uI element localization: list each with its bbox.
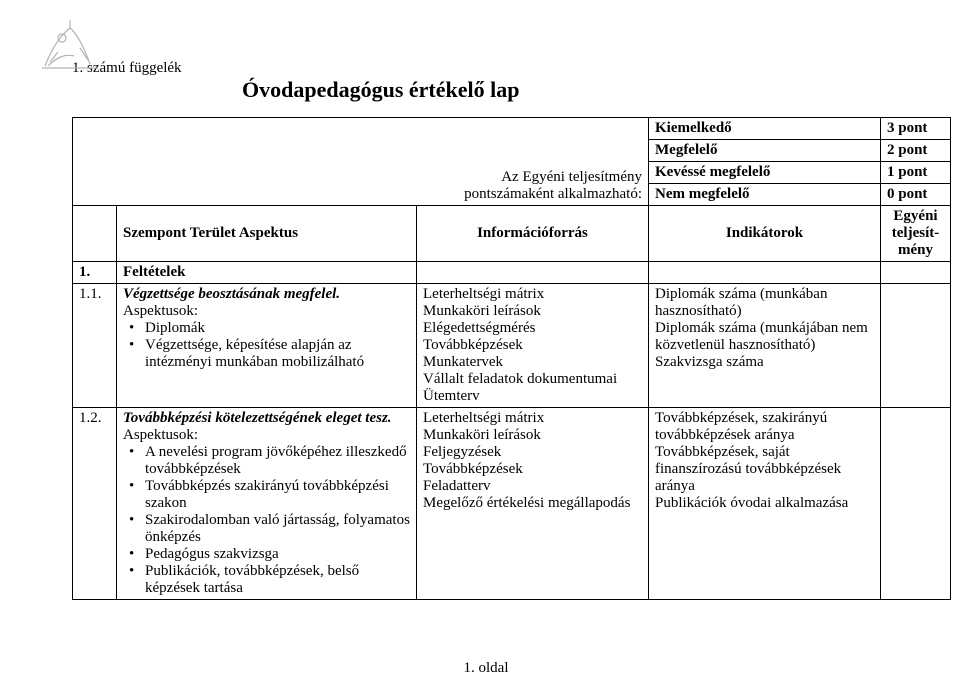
table-row: 1.2. Továbbképzési kötelezettségének ele…: [73, 408, 951, 600]
score-level-points: 3 pont: [881, 118, 951, 140]
score-level-points: 2 pont: [881, 140, 951, 162]
blank-cell: [417, 262, 649, 284]
row-aspect: Végzettsége beosztásának megfelel. Aspek…: [117, 284, 417, 408]
list-item: A nevelési program jövőképéhez illeszked…: [145, 444, 410, 478]
blank-cell: [117, 184, 417, 206]
blank-cell: [73, 162, 117, 184]
section-title: Feltételek: [117, 262, 417, 284]
blank-cell: [73, 184, 117, 206]
aspects-label: Aspektusok:: [123, 427, 198, 443]
blank-cell: [73, 140, 117, 162]
logo-graphic: [40, 18, 100, 74]
blank-cell: [649, 262, 881, 284]
score-level-label: Megfelelő: [649, 140, 881, 162]
row-indicators: Továbbképzések, szakirányú továbbképzése…: [649, 408, 881, 600]
col-header-info: Információforrás: [417, 206, 649, 262]
list-item: Továbbképzés szakirányú továbbképzési sz…: [145, 478, 410, 512]
score-level-points: 1 pont: [881, 162, 951, 184]
row-aspect: Továbbképzési kötelezettségének eleget t…: [117, 408, 417, 600]
evaluation-table: Az Egyéni teljesítmény pontszámaként alk…: [72, 117, 951, 600]
page-footer: 1. oldal: [72, 660, 900, 677]
aspects-list: Diplomák Végzettsége, képesítése alapján…: [145, 320, 410, 371]
blank-cell: [117, 118, 417, 140]
aspects-list: A nevelési program jövőképéhez illeszked…: [145, 444, 410, 597]
score-level-label: Kiemelkedő: [649, 118, 881, 140]
blank-cell: [117, 162, 417, 184]
row-score-cell: [881, 408, 951, 600]
list-item: Szakirodalomban való jártasság, folyamat…: [145, 512, 410, 546]
score-level-points: 0 pont: [881, 184, 951, 206]
col-header-aspect: Szempont Terület Aspektus: [117, 206, 417, 262]
list-item: Diplomák: [145, 320, 410, 337]
page-title: Óvodapedagógus értékelő lap: [242, 77, 900, 103]
row-info: Leterheltségi mátrix Munkaköri leírások …: [417, 408, 649, 600]
score-level-label: Nem megfelelő: [649, 184, 881, 206]
blank-cell: [117, 140, 417, 162]
row-number: 1.1.: [73, 284, 117, 408]
score-level-label: Kevéssé megfelelő: [649, 162, 881, 184]
row-info: Leterheltségi mátrix Munkaköri leírások …: [417, 284, 649, 408]
score-intro: Az Egyéni teljesítmény pontszámaként alk…: [417, 118, 649, 206]
blank-cell: [881, 262, 951, 284]
list-item: Pedagógus szakvizsga: [145, 546, 410, 563]
row-title: Végzettsége beosztásának megfelel.: [123, 286, 340, 302]
col-header-score: Egyéni teljesít-mény: [881, 206, 951, 262]
row-score-cell: [881, 284, 951, 408]
row-indicators: Diplomák száma (munkában hasznosítható) …: [649, 284, 881, 408]
table-row: 1.1. Végzettsége beosztásának megfelel. …: [73, 284, 951, 408]
list-item: Végzettsége, képesítése alapján az intéz…: [145, 337, 410, 371]
section-number: 1.: [73, 262, 117, 284]
blank-cell: [73, 118, 117, 140]
aspects-label: Aspektusok:: [123, 303, 198, 319]
appendix-label: 1. számú függelék: [72, 60, 900, 77]
col-header-indicator: Indikátorok: [649, 206, 881, 262]
col-header-blank: [73, 206, 117, 262]
list-item: Publikációk, továbbképzések, belső képzé…: [145, 563, 410, 597]
row-number: 1.2.: [73, 408, 117, 600]
row-title: Továbbképzési kötelezettségének eleget t…: [123, 410, 392, 426]
